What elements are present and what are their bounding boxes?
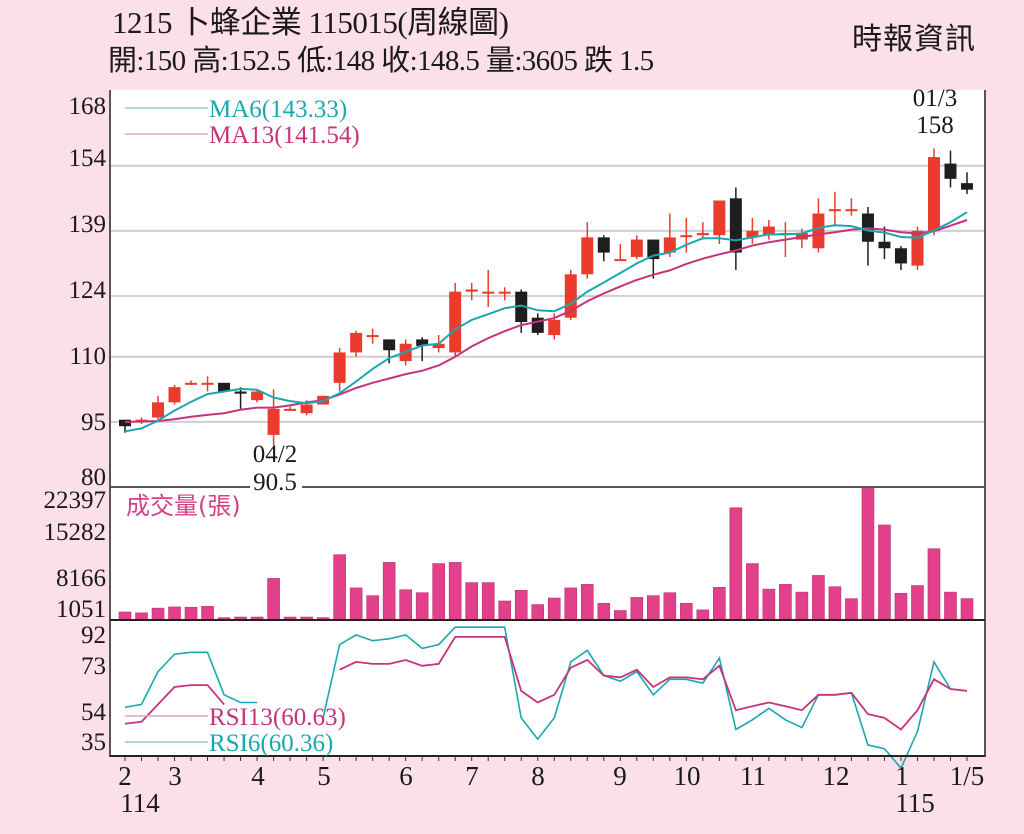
- month-label: 1: [895, 761, 909, 791]
- price-tick: 139: [69, 211, 107, 238]
- month-label: 4: [251, 761, 265, 791]
- source-brand: 時報資訊: [852, 22, 976, 57]
- volume-tick: 15282: [44, 519, 107, 546]
- rsi-y-axis-labels: 92 73 54 35: [81, 622, 107, 756]
- month-label: 11: [740, 761, 766, 791]
- price-tick: 168: [69, 93, 107, 120]
- quote-summary: 開:150 高:152.5 低:148 收:148.5 量:3605 跌 1.5: [108, 45, 654, 77]
- chart-title: 1215 卜蜂企業 115015(周線圖): [112, 5, 509, 40]
- month-label: 5: [317, 761, 331, 791]
- month-label: 9: [613, 761, 627, 791]
- high-date-annotation: 01/3: [913, 85, 957, 112]
- month-label: 7: [465, 761, 479, 791]
- rsi-tick: 35: [81, 729, 106, 756]
- year-label-end: 115: [895, 788, 935, 818]
- low-value-annotation: 90.5: [253, 469, 297, 496]
- month-label: 3: [168, 761, 182, 791]
- rsi-tick: 73: [81, 653, 106, 680]
- month-label: 2: [118, 761, 132, 791]
- rsi13-legend: RSI13(60.63): [209, 704, 346, 731]
- candlesticks: [119, 148, 973, 446]
- volume-tick: 1051: [56, 596, 106, 623]
- moving-average-lines: [124, 211, 968, 433]
- rsi6-legend: RSI6(60.36): [209, 730, 333, 757]
- ma6-legend: MA6(143.33): [209, 96, 347, 123]
- rsi-tick: 54: [81, 699, 107, 726]
- month-label: 10: [674, 761, 701, 791]
- rsi-lines: [124, 626, 968, 770]
- price-tick: 80: [81, 464, 106, 491]
- low-date-annotation: 04/2: [253, 441, 297, 468]
- high-value-annotation: 158: [916, 112, 954, 139]
- volume-bars: [118, 486, 974, 621]
- year-label-start: 114: [120, 788, 160, 818]
- rsi-tick: 92: [81, 622, 106, 649]
- price-tick: 110: [69, 343, 106, 370]
- x-axis-ticks: [124, 756, 968, 761]
- price-tick: 95: [81, 409, 106, 436]
- volume-tick: 22397: [44, 487, 107, 514]
- price-tick: 124: [69, 277, 107, 304]
- volume-title: 成交量(張): [126, 492, 241, 520]
- month-label: 6: [399, 761, 413, 791]
- ma13-legend: MA13(141.54): [209, 122, 360, 149]
- x-axis-labels: 2 3 4 5 6 7 8 9 10 11 12 1 1/5 114 115: [118, 761, 984, 818]
- month-label: 8: [531, 761, 545, 791]
- price-tick: 154: [69, 145, 107, 172]
- volume-tick: 8166: [56, 565, 106, 592]
- price-y-axis-labels: 168 154 139 124 110 95 80: [69, 93, 107, 491]
- month-label: 1/5: [950, 761, 985, 791]
- month-label: 12: [823, 761, 850, 791]
- volume-y-axis-labels: 22397 15282 8166 1051: [44, 487, 107, 623]
